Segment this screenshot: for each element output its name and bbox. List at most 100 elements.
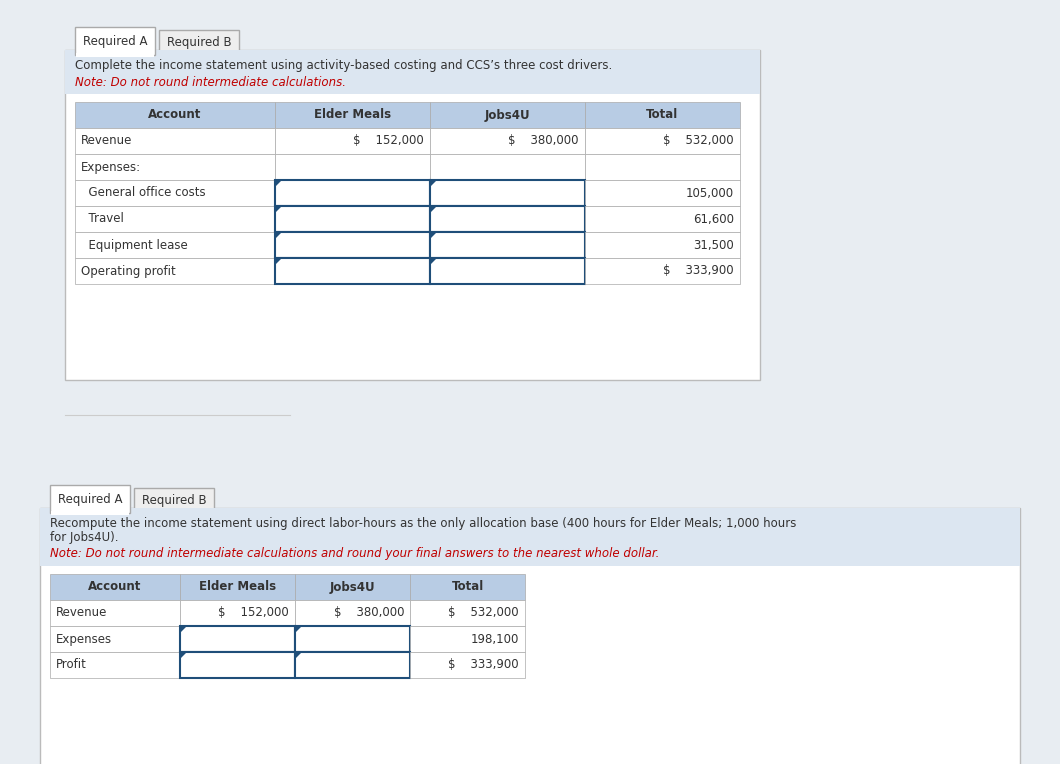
Bar [275,180,430,206]
Bar [410,574,525,600]
Text: Total: Total [452,581,483,594]
Bar [40,508,1020,764]
Bar [585,206,740,232]
Polygon shape [430,206,436,212]
Bar [50,652,180,678]
Text: 198,100: 198,100 [471,633,519,646]
Bar [159,30,238,55]
Polygon shape [430,258,436,264]
Polygon shape [180,652,186,658]
Text: 31,500: 31,500 [693,238,734,251]
Text: for Jobs4U).: for Jobs4U). [50,532,119,545]
Text: $    152,000: $ 152,000 [218,607,289,620]
Bar [75,258,275,284]
Text: Required B: Required B [142,494,207,507]
Bar [50,600,180,626]
Text: $    532,000: $ 532,000 [448,607,519,620]
Text: Revenue: Revenue [56,607,107,620]
Bar [585,128,740,154]
Bar [430,154,585,180]
Polygon shape [295,626,301,632]
Text: $    152,000: $ 152,000 [353,134,424,147]
Bar [75,232,275,258]
Bar [585,258,740,284]
Bar [134,488,214,513]
Bar [585,102,740,128]
Text: Revenue: Revenue [81,134,132,147]
Polygon shape [275,258,281,264]
Bar [50,574,180,600]
Text: Note: Do not round intermediate calculations.: Note: Do not round intermediate calculat… [75,76,346,89]
Bar [585,154,740,180]
Bar [410,626,525,652]
Polygon shape [275,232,281,238]
Bar [295,574,410,600]
Text: Expenses: Expenses [56,633,112,646]
Text: Total: Total [647,108,678,121]
Text: Recompute the income statement using direct labor-hours as the only allocation b: Recompute the income statement using dir… [50,516,796,529]
Bar [585,180,740,206]
Bar [430,102,585,128]
Text: 61,600: 61,600 [693,212,734,225]
Text: Required B: Required B [166,36,231,49]
Text: Required A: Required A [57,493,122,506]
Text: Jobs4U: Jobs4U [330,581,375,594]
Bar [430,206,585,232]
Text: 105,000: 105,000 [686,186,734,199]
Bar [75,27,155,55]
Polygon shape [430,180,436,186]
Bar [275,232,430,258]
Text: Account: Account [148,108,201,121]
Text: General office costs: General office costs [81,186,206,199]
Text: Jobs4U: Jobs4U [484,108,530,121]
Text: Expenses:: Expenses: [81,160,141,173]
Text: $    532,000: $ 532,000 [664,134,734,147]
Text: $    333,900: $ 333,900 [664,264,734,277]
Text: $    380,000: $ 380,000 [334,607,404,620]
Text: Elder Meals: Elder Meals [314,108,391,121]
Bar [65,50,760,94]
Bar [430,128,585,154]
Bar [295,626,410,652]
Bar [50,485,130,513]
Bar [180,600,295,626]
Polygon shape [430,232,436,238]
Bar [180,626,295,652]
Bar [75,102,275,128]
Bar [295,600,410,626]
Polygon shape [180,626,186,632]
Bar [180,574,295,600]
Bar [430,232,585,258]
Bar [275,206,430,232]
Text: Travel: Travel [81,212,124,225]
Polygon shape [275,180,281,186]
Bar [75,180,275,206]
Text: Complete the income statement using activity-based costing and CCS’s three cost : Complete the income statement using acti… [75,59,613,72]
Bar [50,626,180,652]
Bar [295,652,410,678]
Text: Profit: Profit [56,659,87,672]
Text: $    333,900: $ 333,900 [448,659,519,672]
Bar [75,128,275,154]
Text: $    380,000: $ 380,000 [509,134,579,147]
Polygon shape [275,206,281,212]
Text: Required A: Required A [83,34,147,47]
Polygon shape [295,652,301,658]
Bar [430,180,585,206]
Text: Equipment lease: Equipment lease [81,238,188,251]
Text: Account: Account [88,581,142,594]
Bar [76,53,154,57]
Bar [51,511,129,515]
Bar [275,258,430,284]
Bar [180,652,295,678]
Bar [75,206,275,232]
Text: Note: Do not round intermediate calculations and round your final answers to the: Note: Do not round intermediate calculat… [50,548,659,561]
Bar [585,232,740,258]
Text: Elder Meals: Elder Meals [199,581,276,594]
Bar [275,154,430,180]
Bar [275,128,430,154]
Bar [275,102,430,128]
Text: Operating profit: Operating profit [81,264,176,277]
Bar [40,508,1020,566]
Bar [410,600,525,626]
